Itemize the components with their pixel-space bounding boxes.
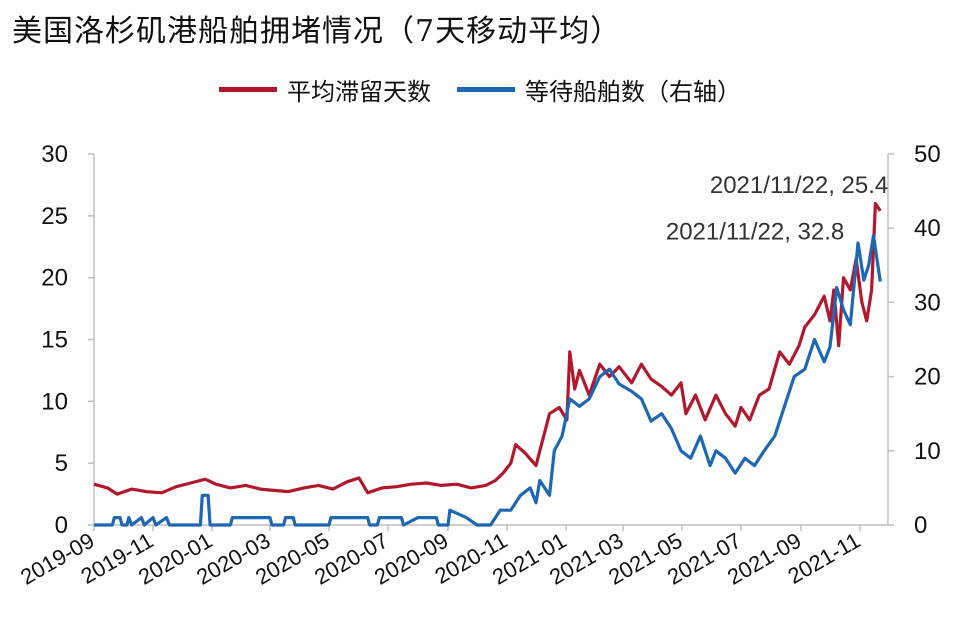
y-right-tick-label: 10 bbox=[914, 438, 941, 465]
legend-swatch-waiting-ships bbox=[457, 87, 515, 92]
series-line-dwell-days bbox=[93, 201, 882, 496]
y-left-tick-label: 5 bbox=[55, 450, 68, 477]
legend-swatch-dwell-days bbox=[219, 87, 277, 92]
y-left-tick-label: 10 bbox=[41, 388, 68, 415]
y-left-tick-label: 30 bbox=[41, 141, 68, 168]
y-left-tick-label: 0 bbox=[55, 512, 68, 539]
annotation-dwell-days: 2021/11/22, 25.4 bbox=[710, 172, 888, 199]
legend-label-dwell-days: 平均滞留天数 bbox=[287, 78, 431, 106]
annotation-layer: 2021/11/22, 25.4 2021/11/22, 32.8 bbox=[666, 172, 888, 246]
series-layer bbox=[93, 201, 882, 527]
y-left-tick-label: 25 bbox=[41, 203, 68, 230]
y-right-tick-label: 20 bbox=[914, 364, 941, 391]
y-left-tick-label: 20 bbox=[41, 265, 68, 292]
y-right-tick-label: 30 bbox=[914, 289, 941, 316]
chart-title: 美国洛杉矶港船舶拥堵情况（7天移动平均） bbox=[12, 14, 622, 49]
y-right-tick-label: 0 bbox=[914, 512, 927, 539]
legend: 平均滞留天数 等待船舶数（右轴） bbox=[0, 72, 960, 107]
series-line-waiting-ships bbox=[94, 234, 882, 527]
y-right-tick-label: 40 bbox=[914, 215, 941, 242]
y-right-tick-label: 50 bbox=[914, 141, 941, 168]
y-left-tick-label: 15 bbox=[41, 327, 68, 354]
legend-item-waiting-ships: 等待船舶数（右轴） bbox=[457, 72, 741, 107]
annotation-waiting-ships: 2021/11/22, 32.8 bbox=[666, 219, 844, 246]
legend-label-waiting-ships: 等待船舶数（右轴） bbox=[525, 78, 741, 106]
legend-item-dwell-days: 平均滞留天数 bbox=[219, 72, 431, 107]
